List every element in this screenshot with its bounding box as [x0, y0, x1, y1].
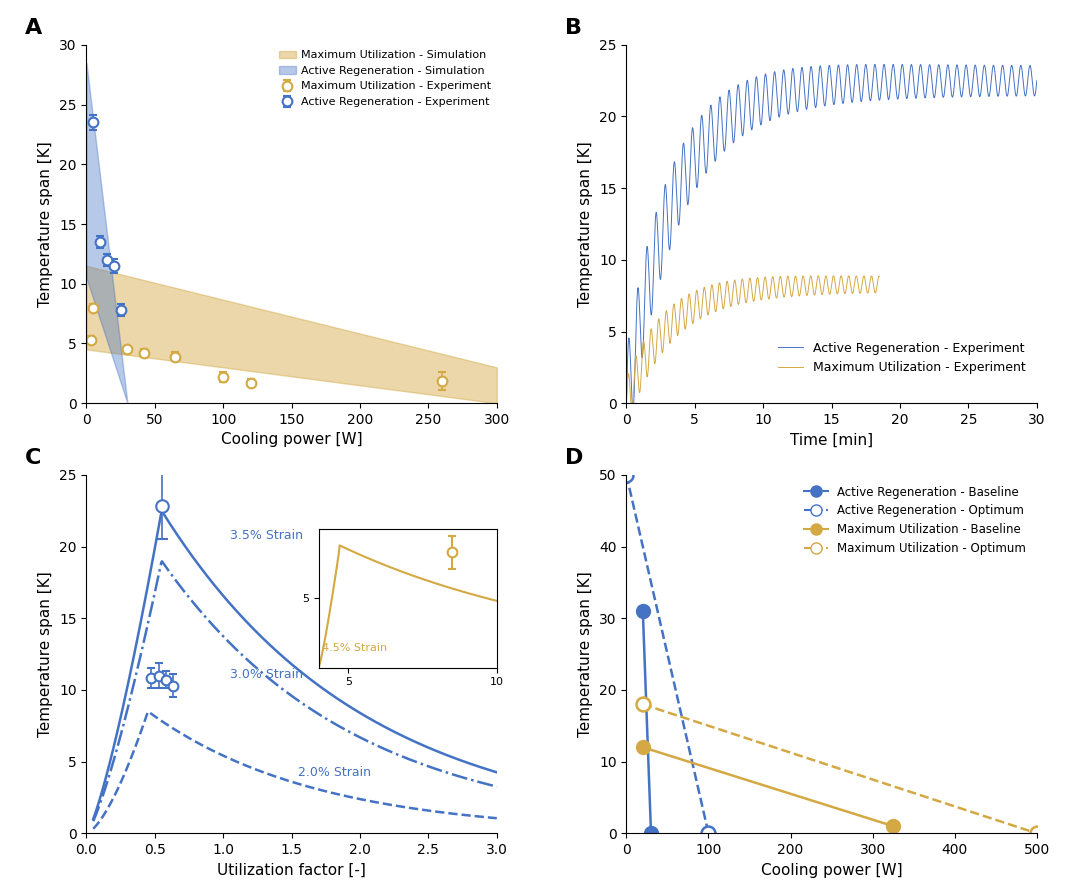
Text: C: C	[25, 448, 41, 468]
Maximum Utilization - Experiment	[753, 280, 766, 290]
Y-axis label: Temperature span [K]: Temperature span [K]	[39, 142, 54, 306]
Legend: Active Regeneration - Experiment, Maximum Utilization - Experiment: Active Regeneration - Experiment, Maximu…	[773, 337, 1030, 379]
Active Regeneration - Experiment	[774, 94, 787, 105]
Active Regeneration - Experiment	[717, 144, 730, 155]
Maximum Utilization - Experiment	[783, 279, 796, 289]
Maximum Utilization - Experiment	[835, 271, 848, 282]
X-axis label: Time [min]: Time [min]	[791, 433, 873, 447]
Text: B: B	[565, 18, 582, 38]
Y-axis label: Temperature span [K]: Temperature span [K]	[39, 572, 54, 737]
Line: Maximum Utilization - Experiment: Maximum Utilization - Experiment	[626, 276, 879, 403]
Active Regeneration - Experiment	[620, 398, 633, 409]
Maximum Utilization - Experiment	[626, 398, 639, 409]
Active Regeneration - Experiment	[878, 59, 891, 70]
Text: 3.5% Strain: 3.5% Strain	[230, 530, 303, 542]
X-axis label: Cooling power [W]: Cooling power [W]	[760, 863, 903, 877]
Active Regeneration - Experiment	[1030, 75, 1043, 86]
Y-axis label: Temperature span [K]: Temperature span [K]	[579, 142, 594, 306]
Maximum Utilization - Experiment	[820, 271, 833, 281]
Active Regeneration - Experiment	[719, 129, 732, 140]
Text: 4.5% Strain: 4.5% Strain	[322, 642, 387, 653]
Maximum Utilization - Experiment	[873, 271, 886, 282]
Active Regeneration - Experiment	[715, 110, 728, 121]
Y-axis label: Temperature span [K]: Temperature span [K]	[579, 572, 594, 737]
Text: 3.0% Strain: 3.0% Strain	[230, 668, 303, 682]
Maximum Utilization - Experiment	[864, 275, 877, 286]
Legend: Maximum Utilization - Simulation, Active Regeneration - Simulation, Maximum Util: Maximum Utilization - Simulation, Active…	[279, 50, 491, 107]
Text: 2.0% Strain: 2.0% Strain	[298, 766, 372, 779]
Maximum Utilization - Experiment	[712, 289, 725, 299]
Text: A: A	[25, 18, 42, 38]
Active Regeneration - Experiment	[804, 65, 816, 75]
X-axis label: Cooling power [W]: Cooling power [W]	[220, 433, 363, 447]
Maximum Utilization - Experiment	[620, 398, 633, 409]
Legend: Active Regeneration - Baseline, Active Regeneration - Optimum, Maximum Utilizati: Active Regeneration - Baseline, Active R…	[799, 481, 1031, 560]
Active Regeneration - Experiment	[1027, 88, 1040, 99]
Line: Active Regeneration - Experiment: Active Regeneration - Experiment	[626, 65, 1037, 403]
X-axis label: Utilization factor [-]: Utilization factor [-]	[217, 863, 366, 877]
Text: D: D	[565, 448, 583, 468]
